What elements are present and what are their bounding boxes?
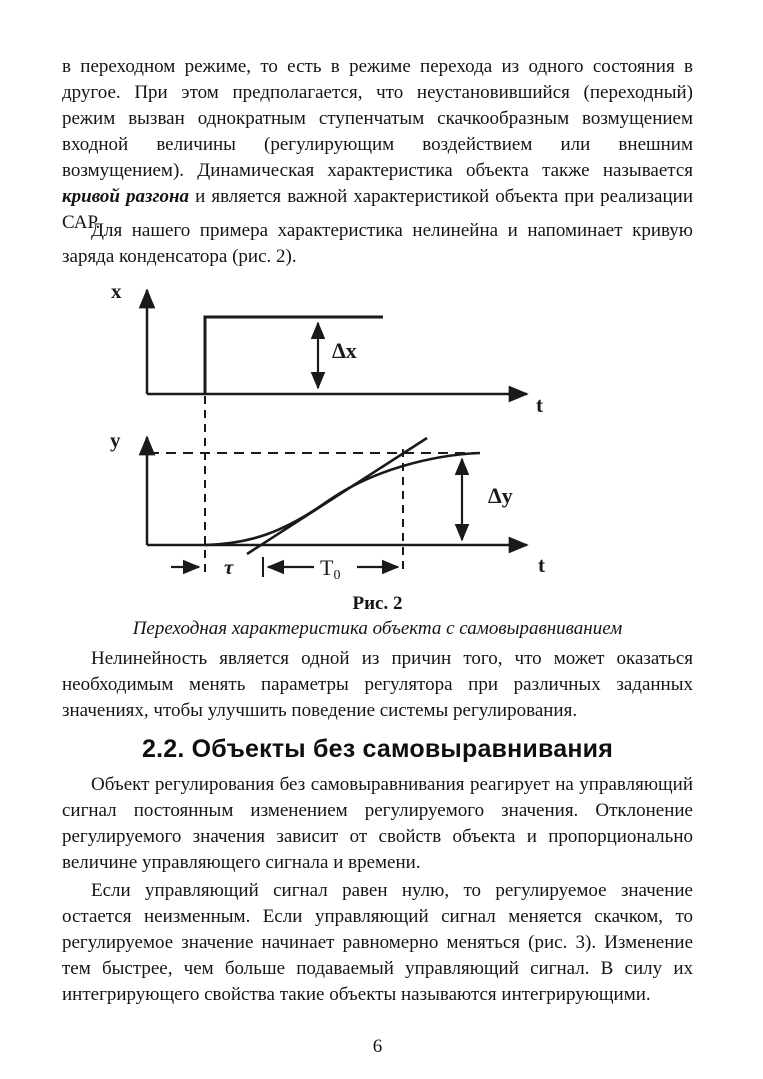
step-signal-line [203, 315, 383, 394]
t0-letter: T [320, 555, 334, 580]
paragraph-text: и является важной характеристикой объект… [62, 186, 693, 233]
delta-x-label: Δx [332, 338, 357, 363]
graph-response-curve [138, 435, 529, 577]
figure-caption-title: Переходная характеристика объекта с само… [132, 618, 623, 639]
paragraph-nonlinearity: Нелинейность является одной из причин то… [62, 648, 693, 721]
tau-label: τ [224, 555, 234, 579]
graph-input-step [138, 288, 529, 572]
t0-label: T0 [320, 555, 340, 583]
emphasis-krivoy-razgona: кривой разгона [62, 186, 190, 207]
paragraph-example-capacitor: Для нашего примера характеристика нелине… [62, 220, 693, 267]
paragraph-text: в переходном режиме, то есть в режиме пе… [62, 56, 693, 181]
paragraph-integrating-objects: Если управляющий сигнал равен нулю, то р… [62, 880, 693, 1005]
response-s-curve [204, 451, 481, 547]
paragraph-transient-mode: в переходном режиме, то есть в режиме пе… [62, 54, 693, 236]
delta-y-label: Δy [488, 483, 513, 508]
figure-step-response: x t Δx y t Δy τ T0 [100, 272, 570, 590]
axis-label-t-bottom: t [538, 553, 545, 577]
inflection-tangent-line [246, 436, 428, 556]
t0-subscript: 0 [333, 568, 340, 583]
axis-label-t-top: t [536, 393, 543, 417]
section-heading-2-2: 2.2. Объекты без самовыравнивания [142, 735, 613, 763]
figure-caption-number: Рис. 2 [352, 593, 403, 614]
axis-label-y: y [110, 428, 121, 452]
axis-label-x: x [111, 279, 122, 303]
step-response-diagram: x t Δx y t Δy τ T0 [110, 279, 545, 583]
paragraph-object-without-selfregulation: Объект регулирования без самовыравнивани… [62, 774, 693, 873]
page-number: 6 [372, 1036, 383, 1057]
